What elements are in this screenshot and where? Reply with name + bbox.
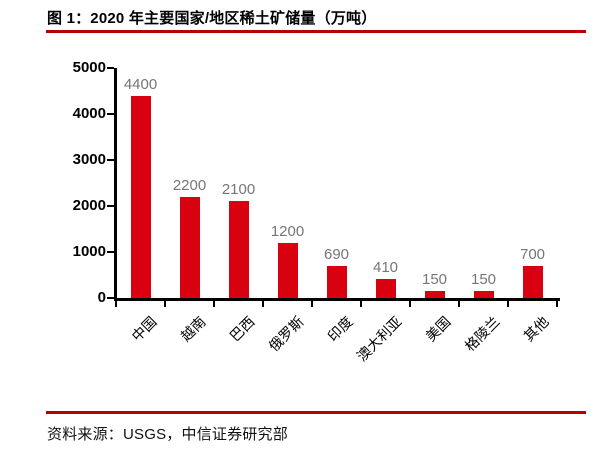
bar-value-label: 2200 [172,176,207,194]
bar [424,291,445,298]
bar-value-label: 150 [421,271,448,289]
x-axis-tick [409,298,411,307]
y-axis-tick-label: 5000 [72,59,106,76]
x-axis-tick [556,298,558,307]
bar [326,266,347,298]
source-note: 资料来源：USGS，中信证券研究部 [47,426,288,443]
bar [277,242,298,298]
bar-value-label: 700 [519,245,546,263]
x-axis-category-label: 俄罗斯 [265,313,307,355]
x-axis-tick [311,298,313,307]
bar-value-label: 1200 [270,222,305,240]
x-axis-line [114,298,560,301]
bar [522,265,543,298]
x-axis-category-label: 巴西 [225,313,258,345]
x-axis-category-label: 澳大利亚 [353,313,405,365]
y-axis-tick-label: 4000 [72,105,106,122]
y-axis-tick [107,113,114,115]
figure-title: 图 1：2020 年主要国家/地区稀土矿储量（万吨） [47,10,377,27]
y-axis-tick [107,205,114,207]
y-axis-tick-label: 3000 [72,151,106,168]
x-axis-category-label: 其他 [519,313,552,345]
x-axis-tick [360,298,362,307]
footer-rule [46,411,586,414]
bar [228,201,249,298]
y-axis-tick [107,67,114,69]
y-axis-tick-label: 0 [97,289,106,306]
y-axis-tick [107,159,114,161]
bar-value-label: 690 [323,246,350,264]
x-axis-tick [115,298,117,307]
x-axis-tick [164,298,166,307]
title-underline-rule [46,30,586,33]
bar-value-label: 4400 [123,75,158,93]
x-axis-category-label: 印度 [323,313,356,345]
x-axis-category-label: 中国 [127,313,160,345]
bar-value-label: 410 [372,259,399,277]
x-axis-category-label: 美国 [421,313,454,345]
x-axis-tick [213,298,215,307]
x-axis-tick [262,298,264,307]
y-axis-tick [107,251,114,253]
bar [375,279,396,298]
x-axis-category-label: 越南 [176,313,209,345]
x-axis-category-label: 格陵兰 [461,313,503,355]
y-axis-tick [107,297,114,299]
bar [130,95,151,298]
bar [179,196,200,298]
bar-value-label: 2100 [221,181,256,199]
y-axis-tick-label: 2000 [72,197,106,214]
x-axis-tick [458,298,460,307]
x-axis-tick [507,298,509,307]
bar [473,291,494,298]
bar-chart: 0 1000 2000 3000 4000 5000 4400 中国 2200 越南 2100 巴西 1… [72,59,560,365]
bar-value-label: 150 [470,271,497,289]
y-axis-line [114,68,117,301]
y-axis-tick-label: 1000 [72,243,106,260]
